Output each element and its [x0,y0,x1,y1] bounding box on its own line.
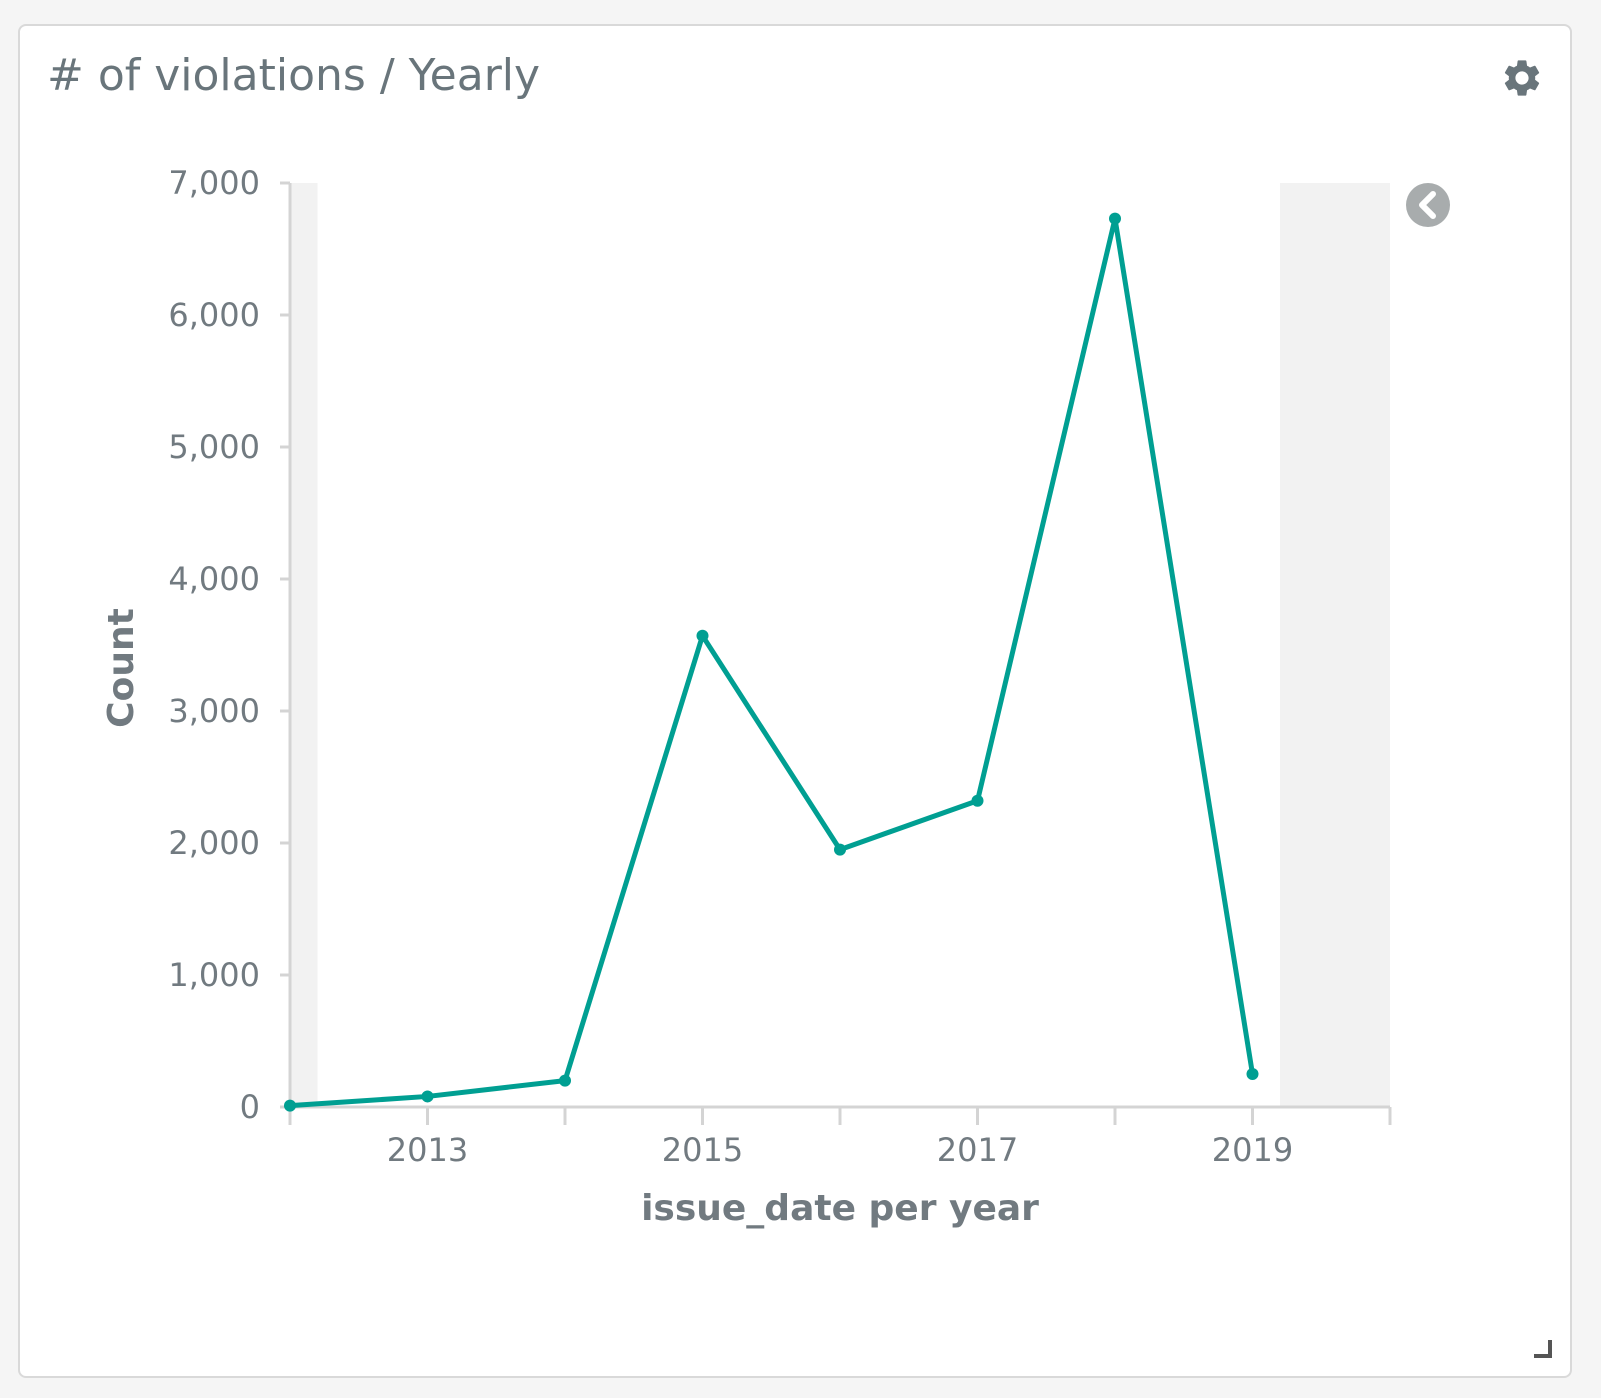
shaded-band-0 [290,183,318,1107]
line-chart: 0 1,000 2,000 3,000 4,000 5,000 6,000 7,000 201… [101,164,1450,1229]
data-point[interactable] [559,1074,571,1087]
data-point[interactable] [1246,1068,1259,1080]
chevron-left-circle-icon[interactable] [1406,183,1450,227]
y-tick-label: 1,000 [168,956,260,994]
y-tick-label: 6,000 [168,296,260,334]
y-axis-title: Count [101,608,142,728]
series-line [289,216,1255,1109]
panel-title: # of violations / Yearly [47,50,541,101]
y-tick-label: 2,000 [168,824,260,862]
data-point[interactable] [696,629,709,642]
resize-corner-icon[interactable] [1532,1338,1554,1360]
y-tick-label: 3,000 [168,692,260,730]
y-tick-label: 4,000 [168,560,260,598]
data-point[interactable] [971,794,984,807]
y-axis: 0 1,000 2,000 3,000 4,000 5,000 6,000 7,000 [168,164,292,1126]
x-tick-label: 2015 [662,1131,743,1169]
y-tick-label: 5,000 [168,428,260,466]
data-point[interactable] [284,1099,296,1112]
data-point[interactable] [421,1090,434,1103]
x-axis: 2013 2015 2017 2019 [288,1105,1392,1169]
data-point[interactable] [1109,212,1121,225]
visualization-panel: # of violations / Yearly 0 1,000 2,000 3,00… [18,24,1572,1378]
x-axis-title: issue_date per year [641,1188,1039,1229]
x-tick-label: 2013 [387,1131,468,1169]
x-tick-label: 2019 [1212,1131,1293,1169]
series-layer [284,212,1259,1112]
shaded-band-1 [1280,183,1390,1107]
x-tick-label: 2017 [937,1131,1018,1169]
y-tick-label: 0 [240,1088,260,1126]
data-point[interactable] [834,843,846,856]
gear-icon[interactable] [1500,56,1544,100]
y-tick-label: 7,000 [168,164,260,202]
out-of-range-shading [290,183,1390,1107]
